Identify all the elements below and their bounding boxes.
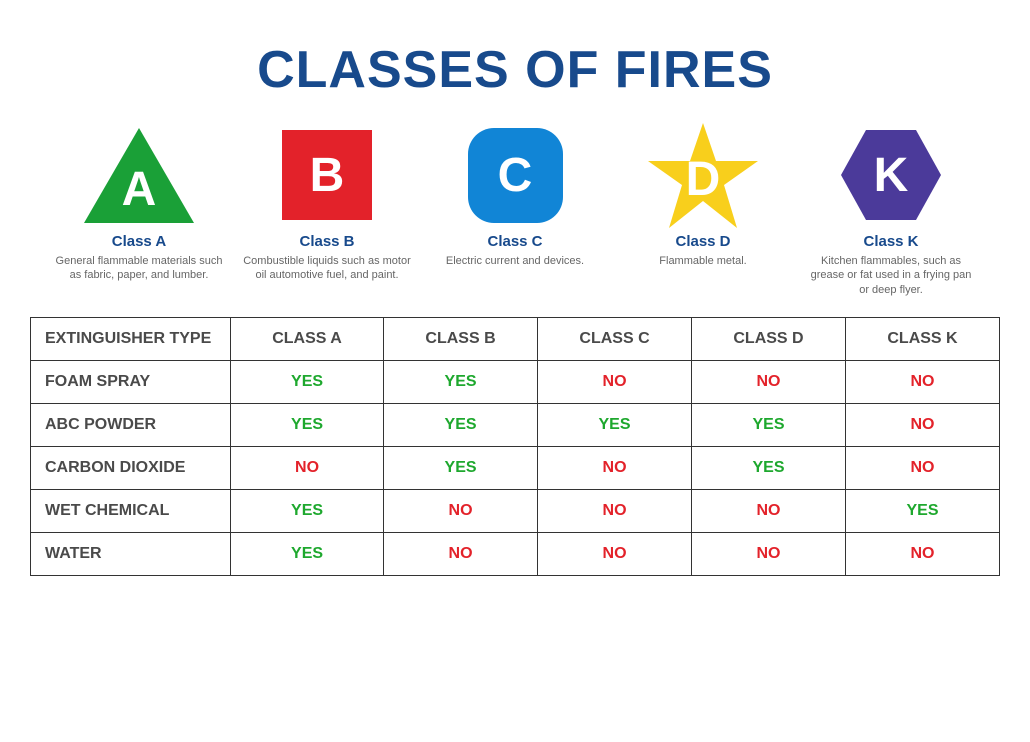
table-cell: NO bbox=[845, 360, 999, 403]
class-label: Class B bbox=[299, 233, 354, 250]
table-cell: NO bbox=[845, 446, 999, 489]
table-header-col: CLASS B bbox=[384, 317, 538, 360]
square-icon: B bbox=[282, 125, 372, 225]
table-cell: YES bbox=[384, 446, 538, 489]
table-row: FOAM SPRAYYESYESNONONO bbox=[31, 360, 1000, 403]
table-cell: NO bbox=[845, 532, 999, 575]
table-header-col: CLASS C bbox=[538, 317, 692, 360]
class-card-b: B Class B Combustible liquids such as moto… bbox=[238, 125, 416, 297]
table-header-row: EXTINGUISHER TYPECLASS ACLASS BCLASS CCL… bbox=[31, 317, 1000, 360]
page-title: CLASSES OF FIRES bbox=[30, 40, 1000, 100]
table-cell: YES bbox=[538, 403, 692, 446]
class-card-k: K Class K Kitchen flammables, such as grea… bbox=[802, 125, 980, 297]
class-card-d: D Class D Flammable metal. bbox=[614, 125, 792, 297]
class-description: Combustible liquids such as motor oil au… bbox=[242, 254, 412, 283]
table-cell: NO bbox=[384, 532, 538, 575]
table-cell: YES bbox=[692, 446, 846, 489]
rounded-square-icon: C bbox=[468, 125, 563, 225]
row-label: ABC POWDER bbox=[31, 403, 231, 446]
table-cell: NO bbox=[538, 489, 692, 532]
class-description: General flammable materials such as fabr… bbox=[54, 254, 224, 283]
row-label: WATER bbox=[31, 532, 231, 575]
class-label: Class K bbox=[863, 233, 918, 250]
table-header-col: CLASS A bbox=[231, 317, 384, 360]
row-label: CARBON DIOXIDE bbox=[31, 446, 231, 489]
table-cell: YES bbox=[384, 403, 538, 446]
table-cell: YES bbox=[231, 532, 384, 575]
table-row: WET CHEMICALYESNONONOYES bbox=[31, 489, 1000, 532]
class-label: Class D bbox=[675, 233, 730, 250]
class-label: Class A bbox=[112, 233, 166, 250]
class-letter: A bbox=[122, 162, 157, 217]
table-header-col: CLASS K bbox=[845, 317, 999, 360]
class-letter: D bbox=[686, 152, 721, 207]
class-letter: K bbox=[874, 148, 909, 203]
class-label: Class C bbox=[487, 233, 542, 250]
table-body: FOAM SPRAYYESYESNONONOABC POWDERYESYESYE… bbox=[31, 360, 1000, 575]
table-row: WATERYESNONONONO bbox=[31, 532, 1000, 575]
table-cell: NO bbox=[231, 446, 384, 489]
page-root: CLASSES OF FIRES A Class A General flammab… bbox=[0, 0, 1030, 606]
table-cell: NO bbox=[692, 360, 846, 403]
table-cell: YES bbox=[384, 360, 538, 403]
table-header-col: CLASS D bbox=[692, 317, 846, 360]
class-description: Kitchen flammables, such as grease or fa… bbox=[806, 254, 976, 297]
table-cell: NO bbox=[384, 489, 538, 532]
triangle-icon: A bbox=[84, 125, 194, 225]
table-cell: YES bbox=[692, 403, 846, 446]
table-cell: NO bbox=[845, 403, 999, 446]
table-cell: YES bbox=[231, 360, 384, 403]
table-cell: YES bbox=[231, 403, 384, 446]
table-cell: NO bbox=[538, 532, 692, 575]
table-cell: NO bbox=[538, 446, 692, 489]
row-label: WET CHEMICAL bbox=[31, 489, 231, 532]
table-cell: NO bbox=[692, 532, 846, 575]
hexagon-icon: K bbox=[841, 125, 941, 225]
class-card-c: C Class C Electric current and devices. bbox=[426, 125, 604, 297]
extinguisher-table: EXTINGUISHER TYPECLASS ACLASS BCLASS CCL… bbox=[30, 317, 1000, 576]
class-letter: B bbox=[310, 148, 345, 203]
table-row: ABC POWDERYESYESYESYESNO bbox=[31, 403, 1000, 446]
row-label: FOAM SPRAY bbox=[31, 360, 231, 403]
table-cell: NO bbox=[538, 360, 692, 403]
class-card-a: A Class A General flammable materials such… bbox=[50, 125, 228, 297]
table-row: CARBON DIOXIDENOYESNOYESNO bbox=[31, 446, 1000, 489]
table-cell: YES bbox=[231, 489, 384, 532]
class-description: Electric current and devices. bbox=[446, 254, 584, 268]
class-icon-row: A Class A General flammable materials such… bbox=[30, 125, 1000, 297]
star-icon: D bbox=[648, 125, 758, 225]
class-letter: C bbox=[498, 148, 533, 203]
table-header-first: EXTINGUISHER TYPE bbox=[31, 317, 231, 360]
table-cell: NO bbox=[692, 489, 846, 532]
class-description: Flammable metal. bbox=[659, 254, 746, 268]
table-cell: YES bbox=[845, 489, 999, 532]
